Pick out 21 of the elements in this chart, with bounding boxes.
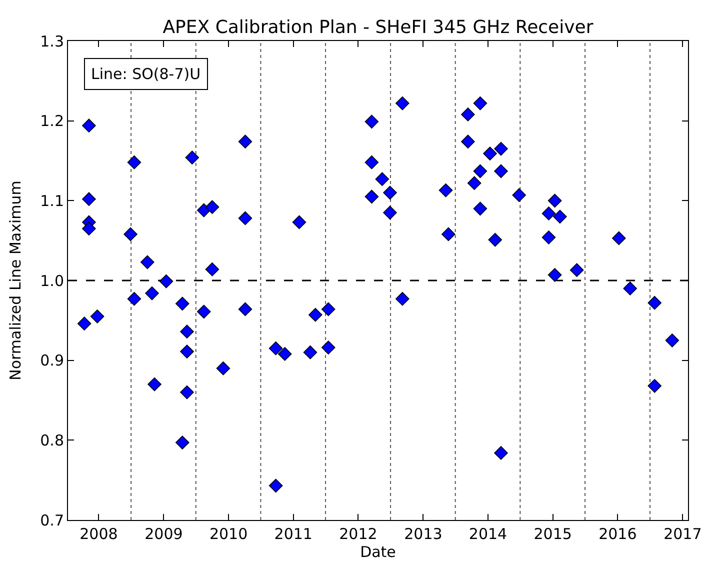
chart-title: APEX Calibration Plan - SHeFI 345 GHz Receiver	[162, 16, 594, 38]
annotation: Line: SO(8-7)U	[91, 65, 201, 83]
x-tick-label: 2015	[534, 525, 572, 543]
x-tick-label: 2016	[598, 525, 637, 543]
y-tick-label: 1.2	[40, 112, 64, 130]
y-tick-label: 1.0	[40, 272, 64, 290]
y-tick-label: 0.7	[40, 511, 64, 530]
y-tick-label: 1.3	[40, 32, 64, 50]
x-tick-label: 2008	[80, 525, 118, 543]
x-tick-label: 2012	[339, 525, 378, 543]
y-tick-label: 0.9	[40, 352, 64, 370]
x-tick-label: 2013	[404, 525, 442, 543]
x-tick-label: 2009	[144, 525, 183, 543]
y-tick-label: 0.8	[40, 431, 64, 450]
x-tick-label: 2010	[209, 525, 248, 543]
x-tick-label: 2011	[274, 525, 312, 543]
x-axis-title: Date	[360, 543, 396, 561]
x-tick-label: 2017	[664, 525, 702, 543]
x-tick-label: 2014	[468, 525, 508, 543]
y-axis-title: Normalized Line Maximum	[6, 180, 24, 380]
y-tick-label: 1.1	[40, 192, 64, 210]
